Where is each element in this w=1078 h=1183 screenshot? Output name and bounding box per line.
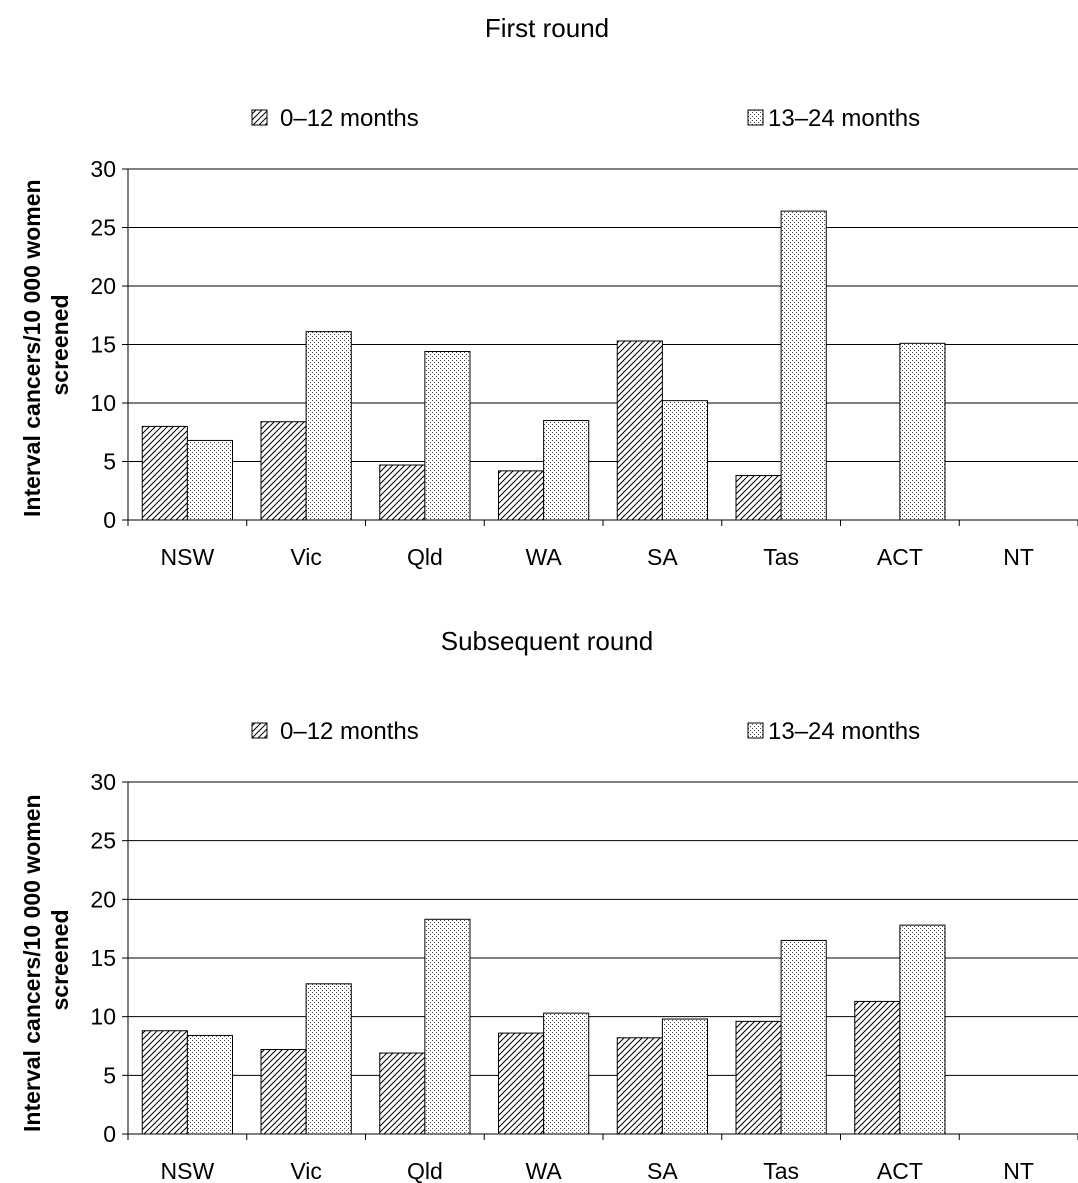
bar (661, 1018, 708, 1135)
y-axis-label: Interval cancers/10 000 women screened (19, 173, 73, 517)
legend: 0–12 months 13–24 months (251, 718, 920, 745)
legend-swatch-hatch (251, 722, 268, 739)
bar (899, 924, 946, 1135)
y-tick-label: 20 (90, 886, 116, 912)
y-tick-label: 0 (103, 507, 116, 533)
x-tick-label: Qld (407, 544, 443, 570)
y-tick-label: 20 (90, 273, 116, 299)
x-tick-label: Vic (290, 1158, 322, 1183)
y-tick-label: 10 (90, 1004, 116, 1030)
chart-first-round: First round 0–12 months 13–24 months Int… (19, 13, 1078, 570)
bar (543, 420, 590, 521)
x-tick-label: Vic (290, 544, 322, 570)
x-tick-label: NT (1003, 1158, 1034, 1183)
legend-swatch-dots (747, 722, 764, 739)
bar (260, 421, 307, 521)
bar (780, 939, 827, 1135)
y-axis-label-line: screened (47, 294, 73, 395)
x-tick-label: ACT (877, 544, 923, 570)
y-tick-label: 30 (90, 156, 116, 182)
bar (305, 331, 352, 521)
bar (735, 1020, 782, 1135)
bar (260, 1049, 307, 1135)
x-tick-label: WA (526, 544, 563, 570)
y-axis-label-line: screened (47, 909, 73, 1010)
legend-label: 13–24 months (768, 105, 920, 132)
bar (305, 983, 352, 1135)
y-tick-label: 15 (90, 332, 116, 358)
chart-title: Subsequent round (441, 626, 654, 656)
legend-label: 0–12 months (280, 105, 419, 132)
y-tick-label: 30 (90, 769, 116, 795)
y-axis-label-line: Interval cancers/10 000 women (19, 179, 45, 517)
x-tick-label: Qld (407, 1158, 443, 1183)
bar (141, 1030, 188, 1135)
bar (186, 1034, 233, 1135)
bar (424, 918, 471, 1135)
bar (616, 340, 663, 521)
chart-subsequent-round: Subsequent round 0–12 months 13–24 month… (19, 626, 1078, 1183)
y-tick-label: 0 (103, 1121, 116, 1147)
bar (379, 464, 426, 521)
bar (186, 439, 233, 521)
bar (780, 210, 827, 521)
x-tick-label: SA (647, 544, 678, 570)
bar (424, 351, 471, 521)
bar (899, 342, 946, 521)
y-tick-label: 25 (90, 215, 116, 241)
plot-area: 0 5 10 15 20 25 30 NSW Vic Qld WA SA Tas ACT NT (90, 769, 1078, 1183)
y-tick-label: 15 (90, 945, 116, 971)
legend: 0–12 months 13–24 months (251, 105, 920, 132)
legend-swatch-dots (747, 109, 764, 126)
x-tick-label: NSW (161, 1158, 215, 1183)
bar (498, 1032, 545, 1135)
bar (379, 1052, 426, 1135)
x-tick-label: ACT (877, 1158, 923, 1183)
y-tick-label: 10 (90, 390, 116, 416)
bar (616, 1037, 663, 1135)
y-tick-label: 25 (90, 828, 116, 854)
x-tick-label: NSW (161, 544, 215, 570)
bar (498, 470, 545, 521)
x-tick-label: Tas (763, 544, 799, 570)
x-tick-label: SA (647, 1158, 678, 1183)
x-tick-label: WA (526, 1158, 563, 1183)
x-tick-label: Tas (763, 1158, 799, 1183)
legend-label: 13–24 months (768, 718, 920, 745)
bar (735, 475, 782, 521)
y-tick-label: 5 (103, 1062, 116, 1088)
chart-title: First round (485, 13, 609, 43)
plot-area: 0 5 10 15 20 25 30 NSW Vic Qld WA SA Tas ACT NT (90, 156, 1078, 570)
y-tick-label: 5 (103, 449, 116, 475)
legend-swatch-hatch (251, 109, 268, 126)
x-tick-label: NT (1003, 544, 1034, 570)
bar (543, 1012, 590, 1135)
y-axis-label: Interval cancers/10 000 women screened (19, 788, 73, 1132)
bar (854, 1000, 901, 1135)
bar (661, 400, 708, 521)
y-axis-label-line: Interval cancers/10 000 women (19, 794, 45, 1132)
legend-label: 0–12 months (280, 718, 419, 745)
bar (141, 425, 188, 521)
